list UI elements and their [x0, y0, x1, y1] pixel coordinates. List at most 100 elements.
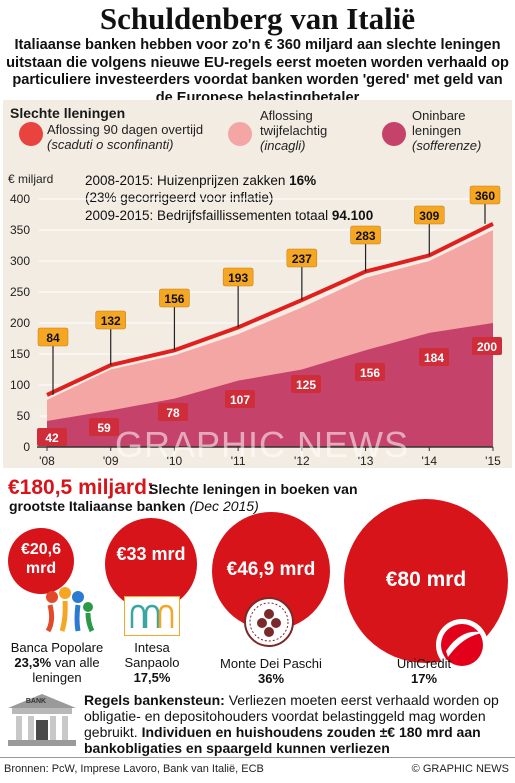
monte-dei-paschi-seal [244, 597, 294, 647]
rules-bold: Individuen en huishoudens zouden ±€ 180 … [84, 724, 481, 756]
bank-suffix-popolare: van alle leningen [32, 655, 100, 685]
legend-item-bad-label: Oninbare leningen [412, 108, 466, 138]
y-tick-label: 250 [10, 285, 30, 299]
total-label: 132 [101, 314, 121, 328]
y-tick-label: 300 [10, 254, 30, 268]
bad-loans-label: 107 [230, 393, 250, 407]
legend-swatch-doubtful [228, 122, 252, 146]
total-label-box [469, 185, 501, 205]
y-tick-label: 400 [10, 192, 30, 206]
chart-annotation-bankruptcy: 2009-2015: Bedrijfsfaillissementen totaa… [85, 208, 373, 223]
total-label-box [159, 288, 190, 308]
line-overdue [46, 222, 494, 397]
bad-loans-label: 42 [45, 431, 59, 445]
legend-item-overdue-label: Aflossing 90 dagen overtijd [47, 122, 204, 137]
y-tick-label: 50 [17, 409, 31, 423]
bank-name-intesa: Intesa Sanpaolo [124, 640, 180, 670]
annotation-house-note: (23% gecorrigeerd voor inflatie) [85, 190, 274, 205]
bad-loans-label-box [89, 418, 119, 436]
bank-bubble-intesa [105, 518, 197, 610]
rules-text: Regels bankensteun: Verliezen moeten eer… [84, 692, 512, 756]
bad-loans-label-box [291, 375, 321, 393]
bank-name-popolare: Banca Popolare [10, 640, 104, 655]
y-tick-label: 100 [10, 378, 30, 392]
banca-popolare-logo [45, 587, 95, 633]
x-tick-label: '13 [358, 454, 374, 468]
legend-item-bad: Oninbare leningen (sofferenze) [412, 108, 507, 153]
bank-info-popolare: Banca Popolare 23,3% van alle leningen [2, 640, 112, 685]
page-title: Schuldenberg van Italië [99, 1, 416, 36]
footer [0, 757, 515, 783]
bank-building-sign: BANK [25, 698, 47, 705]
rules-body: Verliezen moeten eerst verhaald worden o… [84, 692, 499, 740]
x-tick-label: '11 [231, 454, 246, 468]
x-tick-label: '12 [294, 454, 310, 468]
bank-amount-intesa: €33 mrd [116, 544, 186, 564]
intesa-sanpaolo-logo [124, 596, 180, 636]
total-label: 156 [164, 292, 184, 306]
bad-loans-label-box [355, 363, 385, 381]
total-label: 309 [419, 209, 439, 223]
bank-info-intesa: Intesa Sanpaolo 17,5% [111, 640, 193, 685]
bank-info-mps: Monte Dei Paschi 36% [212, 656, 330, 686]
bad-loans-label: 200 [477, 340, 497, 354]
bank-info-unicredit: UniCredit 17% [364, 656, 484, 686]
bad-loans-label: 59 [97, 421, 111, 435]
y-tick-label: 0 [23, 440, 30, 454]
x-tick-label: '09 [103, 454, 119, 468]
chart-annotation-house: 2008-2015: Huizenprijzen zakken 16% (23%… [85, 172, 316, 206]
legend-heading: Slechte lleningen [10, 105, 126, 121]
bank-building-icon [8, 694, 76, 746]
bank-amount-mps: €46,9 mrd [226, 559, 316, 580]
total-label-box [350, 225, 381, 245]
page-subtitle: Italiaanse banken hebben voor zo'n € 360… [6, 37, 509, 106]
x-tick-label: '08 [39, 454, 55, 468]
highlight-amount: €180,5 miljard: [8, 476, 154, 499]
legend-item-doubtful-label: Aflossing twijfelachtig [260, 108, 328, 138]
annotation-bankruptcy-value: 94.100 [331, 208, 374, 223]
total-label: 193 [228, 271, 248, 285]
total-label: 237 [292, 252, 312, 266]
highlight-desc2: grootste Italiaanse banken [9, 498, 186, 514]
watermark: GRAPHIC NEWS [115, 424, 409, 465]
annotation-bankruptcy-text: 2009-2015: Bedrijfsfaillissementen totaa… [85, 208, 332, 223]
x-tick-label: '14 [421, 454, 437, 468]
bad-loans-label-box [225, 390, 255, 408]
bank-name-unicredit: UniCredit [396, 656, 452, 671]
annotation-house-text: 2008-2015: Huizenprijzen zakken [85, 173, 290, 188]
bank-pct-mps: 36% [257, 671, 285, 686]
bad-loans-label-box [37, 428, 67, 446]
x-tick-label: '15 [485, 454, 501, 468]
total-label-box [414, 205, 445, 225]
y-tick-label: 350 [10, 223, 30, 237]
bank-bubble-popolare [8, 528, 74, 594]
y-tick-label: 200 [10, 316, 30, 330]
legend-item-bad-italian: (sofferenze) [412, 138, 482, 153]
legend-item-doubtful: Aflossing twijfelachtig (incagli) [260, 108, 352, 153]
total-label-box [95, 310, 126, 330]
highlight-date: (Dec 2015) [189, 498, 259, 514]
total-label: 84 [46, 331, 60, 345]
total-label-box [222, 267, 254, 287]
legend-swatch-bad [382, 122, 406, 146]
rules-title: Regels bankensteun: [84, 692, 225, 708]
bad-loans-label-box [158, 403, 188, 421]
total-label: 283 [356, 229, 376, 243]
bad-loans-label-box [472, 337, 502, 355]
bad-loans-label-box [419, 348, 449, 366]
bad-loans-label: 156 [360, 366, 380, 380]
total-label-box [37, 327, 69, 347]
highlight-description-2: grootste Italiaanse banken (Dec 2015) [9, 498, 259, 514]
bank-amount-unicredit: €80 mrd [385, 568, 467, 591]
bank-pct-popolare: 23,3% [14, 655, 52, 670]
y-tick-label: 150 [10, 347, 30, 361]
unicredit-logo [436, 619, 488, 671]
x-tick-label: '10 [167, 454, 183, 468]
legend-item-doubtful-italian: (incagli) [260, 138, 306, 153]
bad-loans-label: 184 [424, 351, 444, 365]
sources: Bronnen: PcW, Imprese Lavoro, Bank van I… [4, 763, 264, 775]
legend-item-overdue: Aflossing 90 dagen overtijd (scaduti o s… [47, 122, 212, 152]
annotation-house-value: 16% [289, 173, 317, 188]
bank-pct-intesa: 17,5% [133, 670, 171, 685]
